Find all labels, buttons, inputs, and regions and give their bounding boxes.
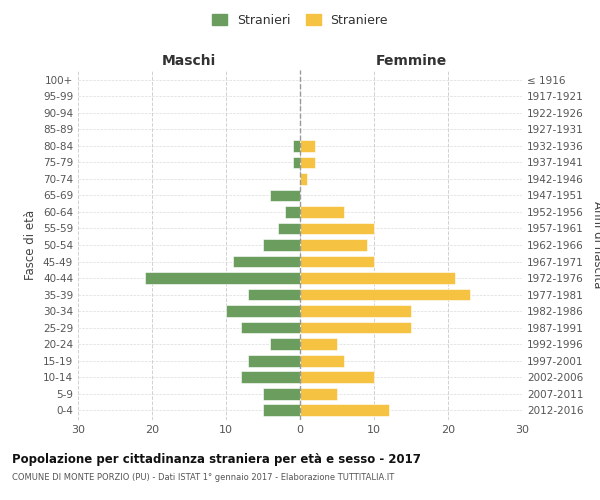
Bar [300, 272, 455, 284]
Bar [241, 322, 300, 334]
Bar [263, 388, 300, 400]
Bar [285, 206, 300, 218]
Bar [226, 305, 300, 317]
Bar [300, 404, 389, 416]
Bar [263, 404, 300, 416]
Bar [300, 256, 374, 268]
Bar [248, 288, 300, 300]
Bar [300, 338, 337, 350]
Y-axis label: Fasce di età: Fasce di età [25, 210, 37, 280]
Bar [300, 140, 315, 152]
Bar [300, 206, 344, 218]
Bar [241, 371, 300, 383]
Bar [263, 239, 300, 251]
Bar [293, 140, 300, 152]
Text: Femmine: Femmine [376, 54, 446, 68]
Bar [300, 156, 315, 168]
Bar [300, 354, 344, 366]
Bar [300, 305, 411, 317]
Bar [278, 222, 300, 234]
Bar [300, 173, 307, 185]
Text: Maschi: Maschi [162, 54, 216, 68]
Text: COMUNE DI MONTE PORZIO (PU) - Dati ISTAT 1° gennaio 2017 - Elaborazione TUTTITAL: COMUNE DI MONTE PORZIO (PU) - Dati ISTAT… [12, 472, 394, 482]
Y-axis label: Anni di nascita: Anni di nascita [592, 202, 600, 288]
Bar [271, 338, 300, 350]
Text: Popolazione per cittadinanza straniera per età e sesso - 2017: Popolazione per cittadinanza straniera p… [12, 452, 421, 466]
Bar [300, 288, 470, 300]
Bar [293, 156, 300, 168]
Bar [145, 272, 300, 284]
Bar [271, 190, 300, 202]
Bar [300, 222, 374, 234]
Bar [233, 256, 300, 268]
Bar [300, 388, 337, 400]
Bar [300, 322, 411, 334]
Bar [300, 371, 374, 383]
Bar [248, 354, 300, 366]
Bar [300, 239, 367, 251]
Legend: Stranieri, Straniere: Stranieri, Straniere [207, 8, 393, 32]
